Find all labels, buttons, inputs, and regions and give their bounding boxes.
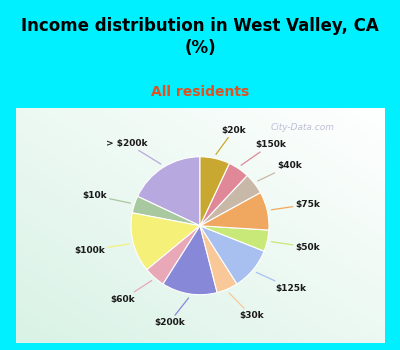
Text: $75k: $75k (271, 200, 320, 210)
Wedge shape (200, 226, 269, 251)
Wedge shape (147, 226, 200, 284)
Wedge shape (200, 175, 260, 226)
Wedge shape (163, 226, 217, 295)
Text: $40k: $40k (258, 161, 302, 181)
Wedge shape (200, 157, 229, 226)
Text: $200k: $200k (154, 298, 188, 327)
Text: $20k: $20k (216, 126, 246, 154)
Wedge shape (131, 213, 200, 270)
Wedge shape (200, 193, 269, 230)
Text: $125k: $125k (256, 272, 306, 293)
Text: $150k: $150k (241, 140, 286, 165)
Wedge shape (138, 157, 200, 226)
Text: $50k: $50k (271, 242, 320, 252)
Text: All residents: All residents (151, 85, 249, 99)
Text: $60k: $60k (111, 281, 152, 304)
Text: > $200k: > $200k (106, 139, 161, 164)
Text: $10k: $10k (82, 191, 130, 203)
Wedge shape (132, 196, 200, 226)
Wedge shape (200, 226, 264, 284)
Text: City-Data.com: City-Data.com (271, 123, 335, 132)
Text: $30k: $30k (229, 293, 264, 320)
Text: $100k: $100k (74, 244, 129, 254)
Text: Income distribution in West Valley, CA
(%): Income distribution in West Valley, CA (… (21, 17, 379, 57)
Wedge shape (200, 226, 237, 293)
Wedge shape (200, 163, 247, 226)
